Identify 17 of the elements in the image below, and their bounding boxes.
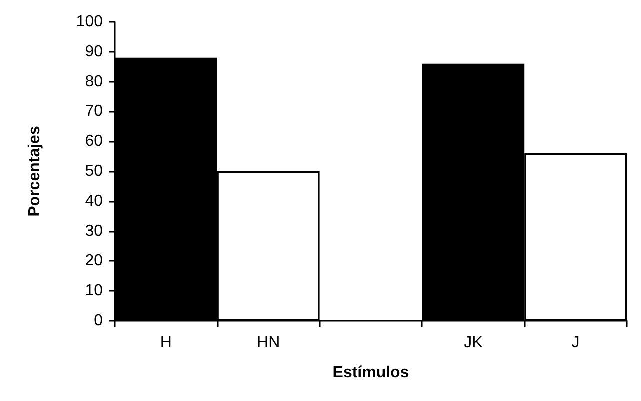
y-tick-label: 80	[85, 73, 104, 90]
y-tick-label: 70	[85, 103, 104, 120]
x-tick-label: H	[160, 334, 172, 352]
y-tick-label: 100	[76, 14, 104, 30]
x-tick-label: HN	[257, 334, 280, 352]
x-tick-label: JK	[464, 334, 484, 352]
y-tick-label: 10	[85, 282, 104, 300]
x-axis-title: Estímulos	[332, 364, 410, 382]
y-tick-label: 0	[94, 312, 104, 330]
y-tick-label: 60	[85, 133, 104, 150]
y-tick-label: 90	[85, 43, 104, 60]
y-tick-label: 20	[85, 252, 104, 270]
x-tick-label: J	[572, 334, 580, 352]
y-tick-label: 50	[85, 163, 104, 180]
y-tick-label: 30	[85, 222, 104, 240]
y-axis-title: Porcentajes	[26, 126, 44, 217]
y-tick-label: 40	[85, 192, 104, 210]
